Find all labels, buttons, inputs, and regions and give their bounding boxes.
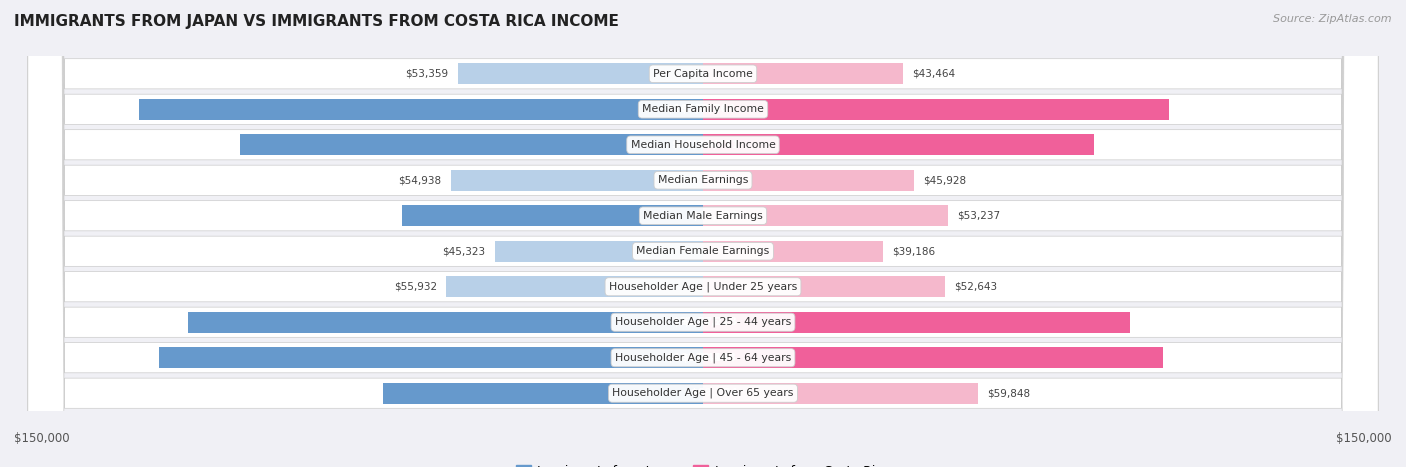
Text: $85,054: $85,054 (671, 140, 718, 150)
Text: Median Female Earnings: Median Female Earnings (637, 246, 769, 256)
Text: $53,237: $53,237 (956, 211, 1000, 221)
Text: $100,711: $100,711 (685, 140, 740, 150)
Bar (703, 170, 914, 191)
Text: IMMIGRANTS FROM JAPAN VS IMMIGRANTS FROM COSTA RICA INCOME: IMMIGRANTS FROM JAPAN VS IMMIGRANTS FROM… (14, 14, 619, 29)
Text: $52,643: $52,643 (955, 282, 997, 292)
Text: $112,228: $112,228 (682, 317, 737, 327)
Bar (139, 99, 703, 120)
Text: $122,764: $122,764 (681, 104, 735, 114)
FancyBboxPatch shape (28, 0, 1378, 467)
Text: Householder Age | 45 - 64 years: Householder Age | 45 - 64 years (614, 353, 792, 363)
Text: $54,938: $54,938 (398, 175, 441, 185)
Text: $101,354: $101,354 (666, 104, 721, 114)
Legend: Immigrants from Japan, Immigrants from Costa Rica: Immigrants from Japan, Immigrants from C… (512, 460, 894, 467)
Bar (703, 276, 945, 297)
Bar (703, 134, 1094, 156)
Text: Source: ZipAtlas.com: Source: ZipAtlas.com (1274, 14, 1392, 24)
Text: Per Capita Income: Per Capita Income (652, 69, 754, 79)
Text: Householder Age | Over 65 years: Householder Age | Over 65 years (612, 388, 794, 398)
Text: $92,876: $92,876 (672, 317, 720, 327)
FancyBboxPatch shape (28, 0, 1378, 467)
Text: $45,928: $45,928 (924, 175, 966, 185)
Bar (402, 205, 703, 226)
Text: $150,000: $150,000 (1336, 432, 1392, 445)
Text: $100,141: $100,141 (666, 353, 721, 363)
Bar (703, 241, 883, 262)
Bar (703, 99, 1168, 120)
Text: Median Household Income: Median Household Income (630, 140, 776, 150)
FancyBboxPatch shape (28, 0, 1378, 467)
Bar (451, 170, 703, 191)
Text: Householder Age | 25 - 44 years: Householder Age | 25 - 44 years (614, 317, 792, 327)
Text: $69,774: $69,774 (690, 388, 738, 398)
Text: $43,464: $43,464 (912, 69, 955, 79)
Bar (187, 311, 703, 333)
Bar (458, 63, 703, 85)
Bar (382, 382, 703, 404)
FancyBboxPatch shape (28, 0, 1378, 467)
Bar (703, 311, 1129, 333)
Text: $65,518: $65,518 (690, 211, 738, 221)
FancyBboxPatch shape (28, 0, 1378, 467)
FancyBboxPatch shape (28, 0, 1378, 467)
Bar (703, 347, 1163, 368)
Text: Median Earnings: Median Earnings (658, 175, 748, 185)
FancyBboxPatch shape (28, 0, 1378, 467)
FancyBboxPatch shape (28, 0, 1378, 467)
Text: $39,186: $39,186 (893, 246, 935, 256)
Bar (703, 382, 979, 404)
Bar (703, 205, 948, 226)
Text: Median Male Earnings: Median Male Earnings (643, 211, 763, 221)
Bar (703, 63, 903, 85)
FancyBboxPatch shape (28, 0, 1378, 467)
Text: $45,323: $45,323 (443, 246, 485, 256)
Text: Householder Age | Under 25 years: Householder Age | Under 25 years (609, 282, 797, 292)
Bar (495, 241, 703, 262)
Text: $150,000: $150,000 (14, 432, 70, 445)
Text: $53,359: $53,359 (405, 69, 449, 79)
Bar (159, 347, 703, 368)
Bar (446, 276, 703, 297)
Text: $118,498: $118,498 (682, 353, 735, 363)
Bar (240, 134, 703, 156)
Text: $59,848: $59,848 (987, 388, 1031, 398)
Text: $55,932: $55,932 (394, 282, 437, 292)
FancyBboxPatch shape (28, 0, 1378, 467)
Text: Median Family Income: Median Family Income (643, 104, 763, 114)
